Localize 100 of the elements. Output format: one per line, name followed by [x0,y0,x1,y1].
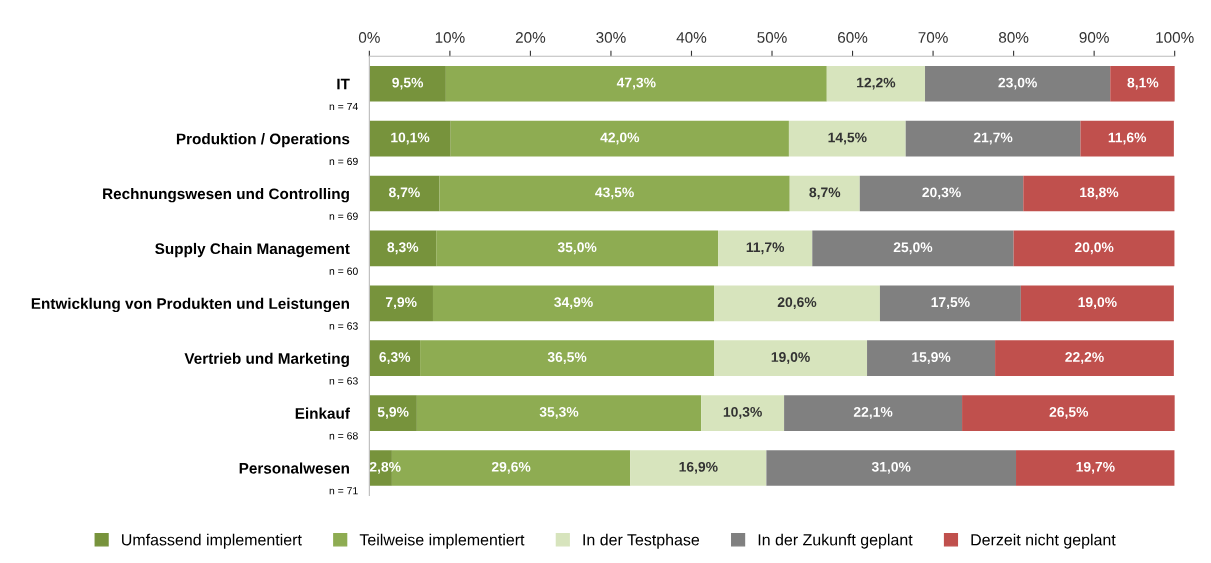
data-label: 7,9% [385,297,417,310]
bar [1080,120,1174,157]
legend-label: Derzeit nicht geplant [971,533,1116,549]
legend-label: Teilweise implementiert [359,533,525,549]
data-label: 22,1% [853,406,893,419]
bar [788,120,906,157]
y-tick-label: Personalwesen [239,462,349,474]
text: n = 60 [329,267,358,275]
bar [369,285,433,322]
data-label: 15,9% [912,352,951,364]
bar [420,340,715,377]
data-label: 6,3% [379,352,411,364]
bar [369,120,451,157]
data-label: 29,6% [491,461,531,474]
x-tick-label: 100% [1156,32,1194,43]
text: n = 69 [329,212,358,220]
data-label: 21,7% [973,132,1013,145]
bar [812,230,1014,267]
bar [714,285,880,322]
bar [905,120,1081,157]
bar [1020,285,1174,322]
data-label: 19,7% [1076,461,1115,474]
data-label: 47,3% [616,77,656,90]
x-tick-label: 0% [358,32,380,43]
bar [766,450,1017,486]
y-tick-label: Rechnungswesen und Controlling [103,188,349,203]
data-label: 20,3% [922,187,961,200]
text: n = 69 [329,157,358,166]
data-label: 5,9% [377,406,409,419]
data-label: 42,0% [600,132,640,145]
bar [369,230,437,267]
data-label: 20,6% [777,297,817,310]
data-label: 10,3% [723,406,762,419]
x-tick-label: 40% [676,32,707,43]
bar [369,395,417,431]
data-label: 11,7% [746,242,785,255]
bar [369,65,446,102]
data-label: 36,5% [547,352,587,364]
bar [714,340,868,377]
bar [432,285,715,322]
x-tick-label: 50% [757,32,787,43]
legend-label: In der Testphase [583,533,700,549]
data-label: 35,3% [539,406,579,419]
data-label: 25,0% [893,242,933,255]
data-label: 16,9% [679,461,718,474]
x-tick-label: 70% [918,32,948,43]
bar [925,65,1111,102]
data-label: 18,8% [1080,187,1119,200]
y-tick-label: Produktion / Operations [176,133,350,148]
data-label: 35,0% [557,242,597,255]
data-label: 10,1% [391,132,430,145]
bar [445,65,827,102]
text: n = 63 [329,377,358,385]
legend-label: Umfassend implementiert [122,533,302,549]
data-label: 26,5% [1049,406,1089,419]
text: n = 63 [329,322,358,330]
text: n = 74 [329,102,358,111]
data-label: 34,9% [554,297,593,310]
data-label: 8,1% [1127,77,1159,90]
data-label: 19,0% [1078,297,1117,310]
y-tick-label: Vertrieb und Marketing [184,352,349,367]
bar [630,450,767,486]
y-tick-label: Supply Chain Management [155,242,350,258]
x-tick-label: 30% [596,32,626,43]
data-label: 8,3% [387,242,419,255]
x-tick-label: 90% [1079,32,1109,43]
bar [436,230,719,267]
text: n = 68 [329,432,358,440]
bar [416,395,702,431]
bar [1013,230,1175,267]
data-label: 19,0% [771,352,810,364]
y-tick-label: Entwicklung von Produkten und Leistungen [31,297,349,313]
bar [995,340,1174,377]
text: n = 71 [329,487,358,495]
bar [718,230,813,267]
data-label: 43,5% [595,187,634,200]
legend-label: In der Zukunft geplant [758,533,913,549]
bar [826,65,926,102]
bar [439,175,790,212]
bar [784,395,963,431]
bar [879,285,1021,322]
data-label: 11,6% [1108,132,1147,145]
data-label: 2,8% [369,461,401,474]
bar [867,340,996,377]
x-tick-label: 20% [515,32,546,43]
data-label: 20,0% [1074,242,1114,255]
data-label: 14,5% [828,132,867,145]
data-label: 8,7% [389,187,420,200]
bar [962,395,1175,431]
data-label: 12,2% [857,77,896,90]
bar [450,120,789,157]
y-tick-label: Einkauf [295,407,350,419]
bar [1016,450,1175,486]
bar [1110,65,1175,102]
bar [789,175,860,212]
data-label: 17,5% [931,297,970,310]
data-label: 23,0% [998,77,1037,90]
bar [859,175,1024,212]
x-tick-label: 10% [435,32,465,43]
bar [1023,175,1175,212]
